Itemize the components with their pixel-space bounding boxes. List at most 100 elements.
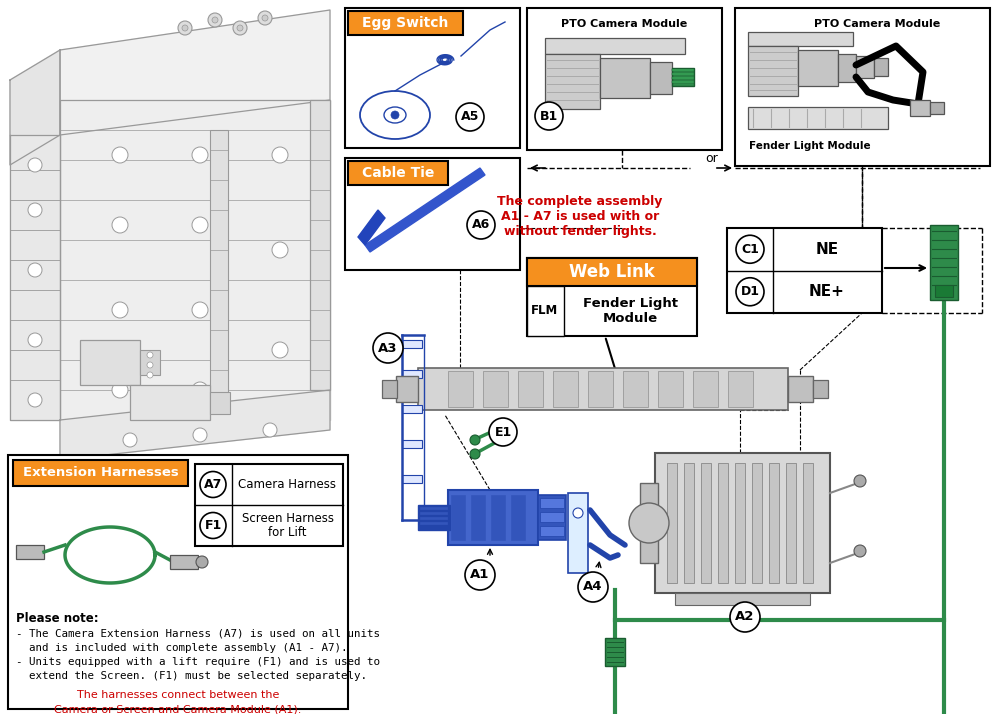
Bar xyxy=(672,69,694,71)
Bar xyxy=(930,102,944,114)
Circle shape xyxy=(208,13,222,27)
Circle shape xyxy=(233,21,247,35)
Bar xyxy=(735,8,990,166)
Bar xyxy=(396,376,418,402)
Bar xyxy=(748,107,888,129)
Bar xyxy=(382,380,397,398)
Bar xyxy=(310,100,330,390)
Text: D1: D1 xyxy=(740,286,760,298)
Bar xyxy=(623,371,648,407)
Circle shape xyxy=(200,513,226,538)
Bar xyxy=(402,475,422,483)
Polygon shape xyxy=(365,168,485,252)
Bar xyxy=(345,8,520,148)
Bar xyxy=(418,505,450,530)
Text: Fender Light
Module: Fender Light Module xyxy=(583,297,678,325)
Bar xyxy=(672,77,694,79)
Text: Fender Light Module: Fender Light Module xyxy=(749,141,871,151)
Text: A6: A6 xyxy=(472,218,490,231)
Bar xyxy=(491,495,505,540)
Circle shape xyxy=(272,342,288,358)
Bar xyxy=(813,380,828,398)
Bar xyxy=(448,371,473,407)
Bar xyxy=(511,495,525,540)
Circle shape xyxy=(28,333,42,347)
Text: PTO Camera Module: PTO Camera Module xyxy=(814,19,941,29)
Bar xyxy=(672,68,694,86)
Bar xyxy=(727,228,882,313)
Circle shape xyxy=(147,372,153,378)
Text: The harnesses connect between the: The harnesses connect between the xyxy=(77,690,279,700)
Text: The complete assembly
A1 - A7 is used with or
without fender lights.: The complete assembly A1 - A7 is used wi… xyxy=(497,195,663,238)
Text: NE: NE xyxy=(815,242,839,257)
Circle shape xyxy=(237,25,243,31)
Circle shape xyxy=(262,15,268,21)
Circle shape xyxy=(28,263,42,277)
Bar xyxy=(140,350,160,375)
Text: FLM: FLM xyxy=(531,304,559,318)
Circle shape xyxy=(147,352,153,358)
Bar xyxy=(838,54,856,82)
Circle shape xyxy=(212,17,218,23)
Circle shape xyxy=(112,217,128,233)
Bar xyxy=(540,498,564,508)
Bar xyxy=(518,371,543,407)
Text: PTO Camera Module: PTO Camera Module xyxy=(561,19,688,29)
Bar xyxy=(640,483,658,563)
Circle shape xyxy=(192,382,208,398)
Circle shape xyxy=(28,158,42,172)
Bar xyxy=(420,512,448,515)
Bar xyxy=(600,58,650,98)
Bar xyxy=(402,440,422,448)
Bar xyxy=(650,62,672,94)
Bar xyxy=(348,11,463,35)
Text: F1: F1 xyxy=(204,519,222,532)
Circle shape xyxy=(854,545,866,557)
Bar xyxy=(788,376,813,402)
Polygon shape xyxy=(10,50,60,165)
Bar xyxy=(420,522,448,525)
Circle shape xyxy=(391,111,399,119)
Circle shape xyxy=(535,102,563,130)
Circle shape xyxy=(192,147,208,163)
Bar xyxy=(930,225,958,300)
Circle shape xyxy=(28,203,42,217)
Polygon shape xyxy=(358,210,385,245)
Text: Camera Harness: Camera Harness xyxy=(239,478,336,491)
Circle shape xyxy=(112,302,128,318)
Bar xyxy=(60,100,330,420)
Bar xyxy=(195,464,343,546)
Bar xyxy=(527,258,697,336)
Bar xyxy=(672,81,694,83)
Bar xyxy=(471,495,485,540)
Text: A4: A4 xyxy=(583,580,603,593)
Circle shape xyxy=(28,393,42,407)
Bar xyxy=(667,463,677,583)
Text: B1: B1 xyxy=(540,109,558,123)
Text: Web Link: Web Link xyxy=(569,263,655,281)
Bar xyxy=(769,463,779,583)
Bar xyxy=(540,526,564,536)
Bar xyxy=(605,638,625,666)
Text: A5: A5 xyxy=(461,111,479,124)
Bar xyxy=(8,455,348,709)
Bar xyxy=(910,100,930,116)
Bar xyxy=(527,8,722,150)
Circle shape xyxy=(470,449,480,459)
Circle shape xyxy=(489,418,517,446)
Circle shape xyxy=(192,217,208,233)
Bar xyxy=(420,517,448,520)
Bar xyxy=(448,490,538,545)
Bar xyxy=(170,555,198,569)
Bar xyxy=(693,371,718,407)
Circle shape xyxy=(736,235,764,263)
Bar xyxy=(588,371,613,407)
Bar xyxy=(748,32,853,46)
Bar xyxy=(545,54,600,109)
Bar xyxy=(798,50,838,86)
Circle shape xyxy=(178,21,192,35)
Circle shape xyxy=(263,423,277,437)
Circle shape xyxy=(736,278,764,306)
Bar xyxy=(672,73,694,75)
Bar xyxy=(545,38,685,54)
